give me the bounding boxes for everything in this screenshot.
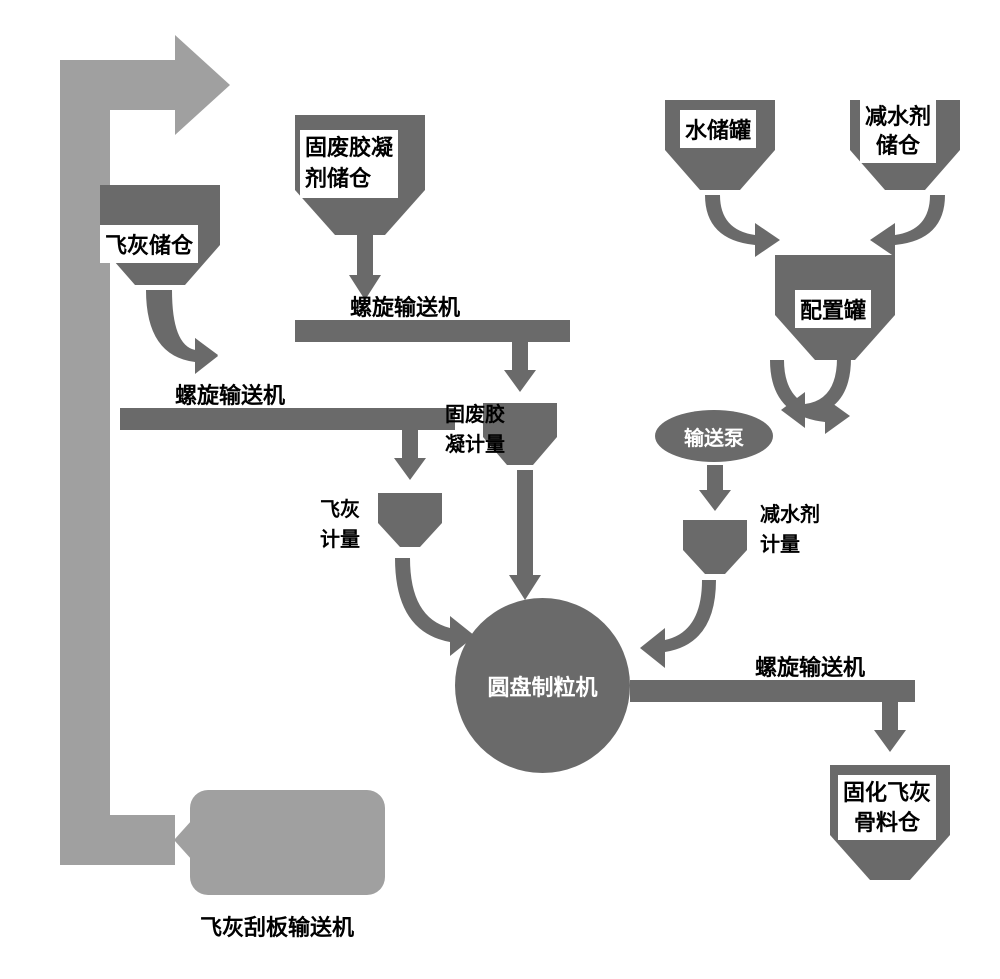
- pump-label: 输送泵: [684, 422, 744, 451]
- conveyor1-bar: [295, 320, 570, 342]
- scraper-label: 飞灰刮板输送机: [200, 910, 354, 942]
- reducer-silo-label: 减水剂 储仓: [860, 100, 936, 163]
- arrow-config-to-pump2: [775, 358, 865, 436]
- conveyor2-bar: [120, 408, 455, 430]
- arrow-conv2-to-meter: [390, 430, 430, 485]
- conveyor3-label: 螺旋输送机: [755, 650, 865, 682]
- conveyor1-label: 螺旋输送机: [350, 290, 460, 322]
- arrow-reducermeter-to-gran: [620, 580, 720, 680]
- arrow-water-to-config: [700, 190, 800, 260]
- conveyor3-bar: [630, 680, 915, 702]
- granulator-label: 圆盘制粒机: [487, 670, 597, 702]
- flyash-meter-label: 飞灰 计量: [320, 495, 360, 555]
- reducer-meter-label: 减水剂 计量: [760, 500, 820, 560]
- arrow-cementmeter-down: [505, 470, 545, 605]
- flyash-silo-label: 飞灰储仓: [100, 225, 198, 263]
- scraper: [190, 790, 385, 895]
- granulator: 圆盘制粒机: [455, 598, 630, 773]
- out-silo-label: 固化飞灰 骨料仓: [838, 775, 936, 840]
- pump: 输送泵: [655, 410, 773, 462]
- cement-silo-label: 固废胶凝 剂储仓: [300, 130, 398, 198]
- config-tank-label: 配置罐: [795, 290, 871, 328]
- water-tank-label: 水储罐: [680, 110, 756, 148]
- cement-meter-label: 固废胶 凝计量: [445, 400, 505, 460]
- recycle-arrow: [0, 0, 260, 920]
- reducer-meter: [675, 512, 755, 584]
- arrow-conv3-down: [870, 702, 910, 757]
- arrow-pump-down: [695, 465, 735, 515]
- arrow-reducer-to-config: [850, 190, 950, 260]
- flyash-meter: [370, 485, 450, 557]
- arrow-flyash-to-conv2: [140, 290, 230, 385]
- arrow-conv1-to-meter: [500, 342, 540, 397]
